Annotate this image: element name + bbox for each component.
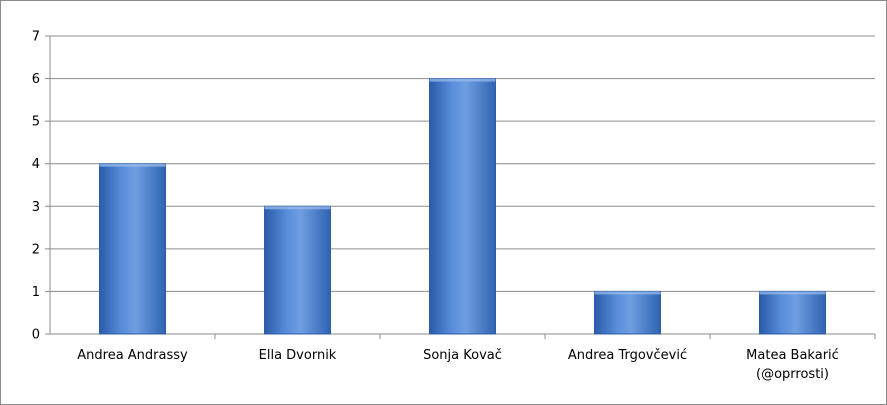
x-tick-label: Matea Bakarić [746,348,839,363]
y-tick-label: 4 [32,157,40,172]
bar-highlight [264,206,331,210]
bar-highlight [99,163,166,167]
y-tick-label: 1 [32,285,40,300]
y-tick-label: 3 [32,200,40,215]
y-tick-label: 2 [32,242,40,257]
bar-highlight [594,291,661,295]
bar [759,290,826,335]
bars [99,78,826,335]
x-tick-label: Andrea Trgovčević [568,348,687,363]
x-tick-label: (@oprrosti) [756,367,829,382]
y-tick-label: 0 [32,328,40,343]
y-tick-label: 6 [32,72,40,87]
y-tick-label: 7 [32,30,40,45]
bar-highlight [429,78,496,82]
x-tick-label: Andrea Andrassy [77,348,188,363]
labels: 0 1 2 3 4 5 6 7 Andrea Andrassy Ella Dvornik Sonja… [32,30,839,383]
bar [99,163,166,335]
bar [429,78,496,335]
bar-highlight [759,291,826,295]
bar [264,205,331,335]
x-tick-label: Sonja Kovač [423,348,502,363]
y-tick-label: 5 [32,115,40,130]
x-tick-label: Ella Dvornik [259,348,337,363]
bar [594,290,661,335]
